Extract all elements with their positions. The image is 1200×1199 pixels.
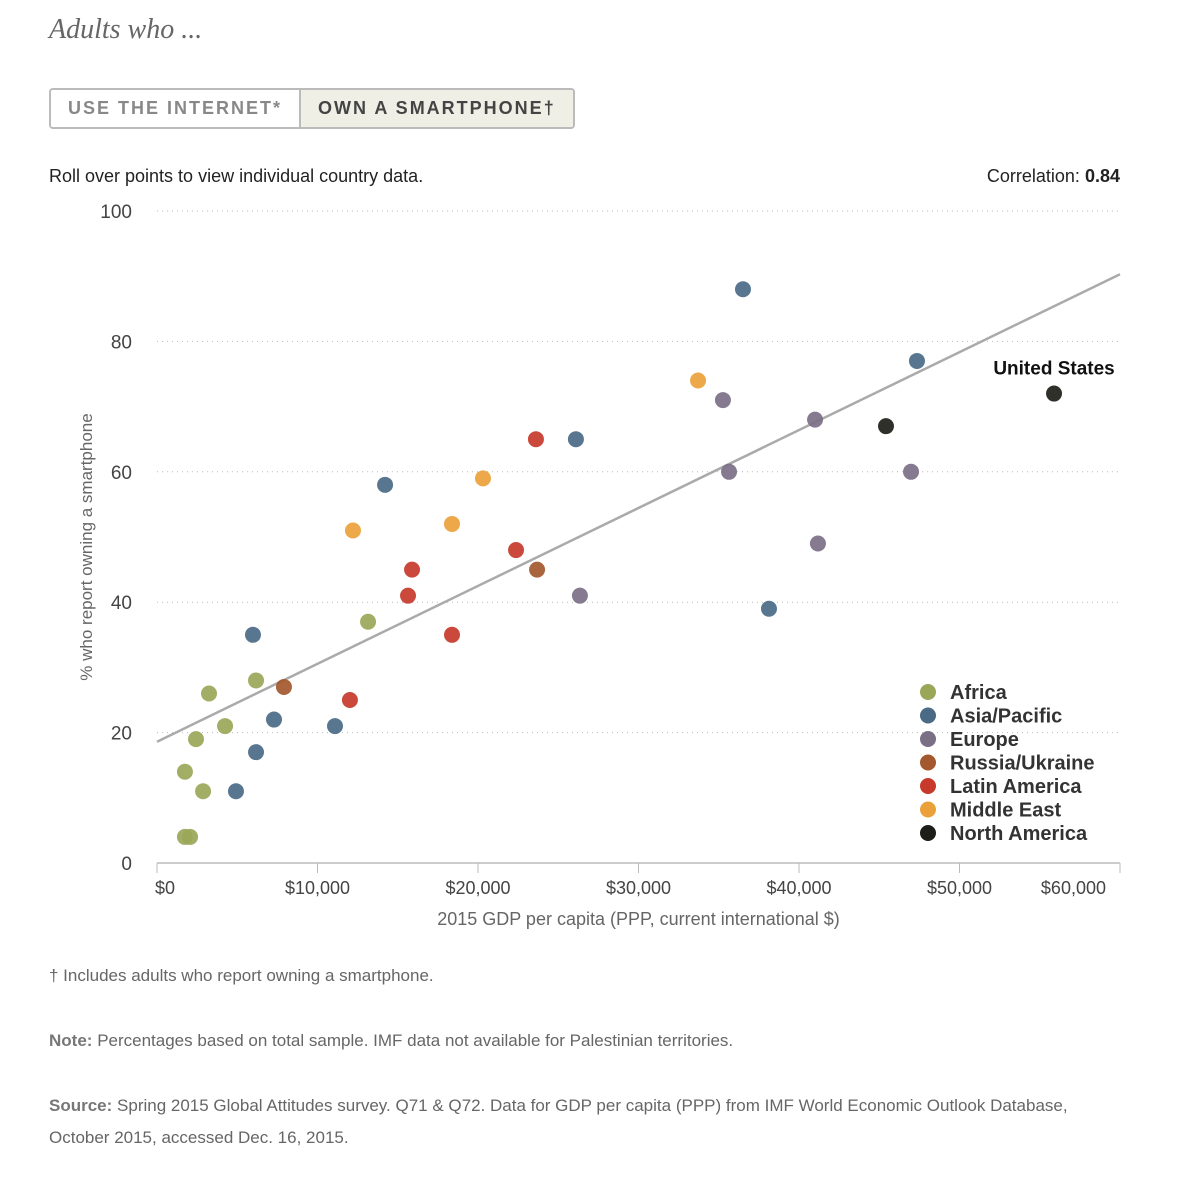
- correlation-label: Correlation:: [986, 166, 1080, 186]
- legend-label: North America: [950, 823, 1088, 845]
- correlation-value: 0.84: [1084, 166, 1120, 186]
- note: Note: Percentages based on total sample.…: [49, 1025, 1109, 1057]
- source: Source: Spring 2015 Global Attitudes sur…: [49, 1090, 1109, 1154]
- point: [760, 600, 777, 617]
- point: [527, 431, 544, 448]
- point: [248, 744, 265, 761]
- legend-label: Asia/Pacific: [950, 706, 1062, 728]
- point: [195, 783, 212, 800]
- legend-swatch: [920, 707, 936, 724]
- x-tick-label: $10,000: [285, 878, 350, 898]
- point: [404, 561, 421, 578]
- y-tick-label: 40: [111, 593, 132, 614]
- x-tick-label: $30,000: [606, 878, 671, 898]
- note-text: Percentages based on total sample. IMF d…: [97, 1031, 734, 1050]
- point: [443, 626, 460, 643]
- annotation: United States: [993, 359, 1114, 380]
- point: [714, 392, 731, 409]
- chart: 0 20 40 60 80 100 $0 $10,000 $20,000 $30,000 $40,0…: [77, 202, 1121, 929]
- point: [903, 463, 920, 480]
- point: [227, 783, 244, 800]
- legend-label: Russia/Ukraine: [950, 753, 1095, 775]
- point: [266, 711, 283, 728]
- point: [326, 718, 343, 735]
- point: [176, 763, 193, 780]
- x-tick-label: $60,000: [1041, 878, 1106, 898]
- x-tick-label: $20,000: [445, 878, 510, 898]
- x-tick-label: $50,000: [927, 878, 992, 898]
- source-label: Source:: [49, 1096, 113, 1115]
- y-tick-label: 80: [111, 332, 132, 353]
- legend-label: Latin America: [950, 776, 1082, 798]
- point: [1046, 385, 1063, 402]
- instructions: Roll over points to view individual coun…: [49, 166, 424, 186]
- y-tick-label: 60: [111, 463, 132, 484]
- trend-line: [156, 273, 1121, 743]
- legend-label: Africa: [950, 682, 1008, 704]
- source-text: Spring 2015 Global Attitudes survey. Q71…: [49, 1096, 1068, 1147]
- legend-swatch: [920, 801, 936, 818]
- point: [908, 352, 925, 369]
- point: [217, 718, 234, 735]
- point: [529, 561, 546, 578]
- point: [201, 685, 218, 702]
- x-tick-label: $40,000: [766, 878, 831, 898]
- point: [690, 372, 707, 389]
- note-label: Note:: [49, 1031, 93, 1050]
- y-tick-label: 0: [121, 854, 132, 875]
- footnote: † Includes adults who report owning a sm…: [49, 966, 434, 985]
- point: [188, 731, 205, 748]
- point: [341, 692, 358, 708]
- point: [248, 672, 265, 689]
- tab[interactable]: USE THE INTERNET*: [51, 90, 300, 127]
- legend-label: Europe: [950, 729, 1019, 751]
- title: Adults who ...: [49, 14, 203, 45]
- point: [344, 522, 361, 539]
- point: [275, 678, 292, 695]
- x-tick-label: $0: [155, 878, 175, 898]
- tab-bar: USE THE INTERNET* OWN A SMARTPHONE†: [49, 88, 575, 129]
- x-axis-label: 2015 GDP per capita (PPP, current intern…: [437, 909, 840, 929]
- point: [877, 418, 894, 435]
- y-tick-label: 100: [100, 202, 132, 223]
- point: [400, 587, 417, 604]
- point: [508, 542, 525, 559]
- tab-selected[interactable]: OWN A SMARTPHONE†: [299, 90, 573, 127]
- point: [721, 463, 738, 480]
- point: [807, 411, 824, 428]
- correlation: Correlation: 0.84: [987, 166, 1120, 187]
- point: [360, 613, 377, 630]
- y-tick-label: 20: [111, 724, 132, 745]
- point: [734, 281, 751, 298]
- point: [443, 515, 460, 532]
- point: [244, 626, 261, 643]
- point: [571, 587, 588, 604]
- legend-label: Middle East: [950, 800, 1061, 822]
- point: [809, 535, 826, 552]
- legend-swatch: [920, 778, 936, 794]
- y-axis-label: % who report owning a smartphone: [77, 413, 96, 680]
- point: [474, 470, 491, 487]
- legend-swatch: [920, 731, 936, 747]
- legend-swatch: [920, 684, 936, 700]
- legend-swatch: [920, 825, 936, 841]
- legend-swatch: [920, 754, 936, 771]
- point: [567, 431, 584, 448]
- point: [377, 476, 394, 493]
- point: [182, 828, 199, 845]
